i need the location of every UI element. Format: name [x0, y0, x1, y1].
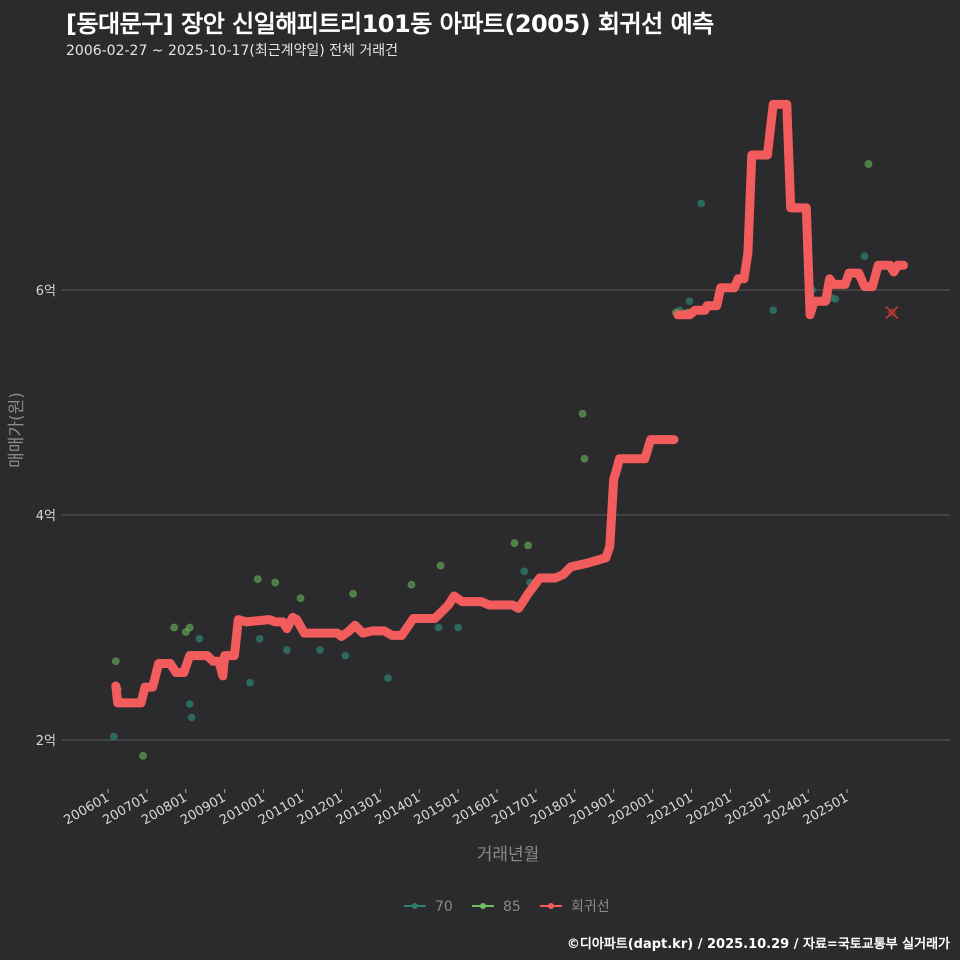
legend-label: 회귀선: [571, 899, 610, 915]
data-point-85: [185, 623, 194, 632]
data-point-70: [520, 567, 529, 576]
regression-line: [111, 99, 908, 708]
data-point-70: [860, 252, 869, 261]
y-tick-label: 2억: [36, 734, 56, 749]
data-point-85: [271, 578, 280, 587]
data-point-70: [316, 646, 325, 654]
data-point-85: [864, 160, 873, 168]
data-point-85: [524, 541, 533, 550]
legend-item-regression[interactable]: 회귀선: [540, 899, 610, 915]
legend-dot-icon: [480, 903, 486, 909]
data-point-70: [185, 700, 194, 708]
y-axis: 2억 4억 6억: [36, 284, 56, 749]
chart-title: [동대문구] 장안 신일해피트리101동 아파트(2005) 회귀선 예측: [66, 10, 714, 38]
prediction-marker: [885, 305, 899, 320]
data-point-70: [831, 295, 840, 303]
data-point-85: [170, 623, 179, 632]
y-tick-label: 4억: [36, 509, 56, 524]
data-point-70: [109, 732, 118, 741]
data-point-85: [111, 657, 120, 666]
legend-dot-icon: [548, 903, 554, 909]
data-point-70: [769, 306, 778, 315]
legend-item-85[interactable]: 85: [472, 899, 521, 915]
data-point-70: [384, 674, 393, 683]
y-axis-title: 매매가(원): [7, 392, 27, 468]
data-point-85: [349, 589, 358, 598]
regression-line-segment: [673, 99, 908, 320]
data-point-70: [685, 297, 694, 306]
data-point-70: [245, 678, 254, 687]
data-point-85: [578, 409, 587, 418]
y-tick-label: 6억: [36, 284, 56, 299]
data-point-85: [510, 539, 519, 548]
chart-subtitle: 2006-02-27 ~ 2025-10-17(최근계약일) 전체 거래건: [66, 43, 398, 59]
legend-item-70[interactable]: 70: [404, 899, 453, 915]
grid-lines: [62, 289, 950, 741]
data-point-85: [436, 561, 445, 570]
x-axis: 2006012007012008012009012010012011012012…: [62, 789, 851, 828]
data-point-70: [195, 634, 204, 643]
data-point-70: [282, 646, 291, 654]
data-point-85: [580, 454, 589, 463]
data-point-70: [341, 651, 350, 660]
legend-label: 70: [435, 899, 453, 915]
data-point-70: [697, 199, 706, 208]
data-point-70: [454, 623, 463, 632]
data-point-70: [187, 713, 196, 722]
data-point-70: [255, 634, 264, 643]
legend: 70 85 회귀선: [404, 899, 610, 915]
data-point-70: [434, 623, 443, 632]
x-mark-icon: [885, 305, 899, 320]
regression-line-segment: [111, 435, 679, 708]
data-point-85: [139, 751, 148, 760]
legend-dot-icon: [412, 903, 418, 909]
data-point-85: [253, 575, 262, 584]
x-tick-label: 202501: [801, 790, 851, 828]
source-credit: ©디아파트(dapt.kr) / 2025.10.29 / 자료=국토교통부 실…: [566, 937, 950, 952]
legend-label: 85: [503, 899, 521, 915]
data-point-85: [407, 580, 416, 589]
x-axis-title: 거래년월: [477, 845, 540, 865]
data-point-85: [296, 594, 305, 603]
